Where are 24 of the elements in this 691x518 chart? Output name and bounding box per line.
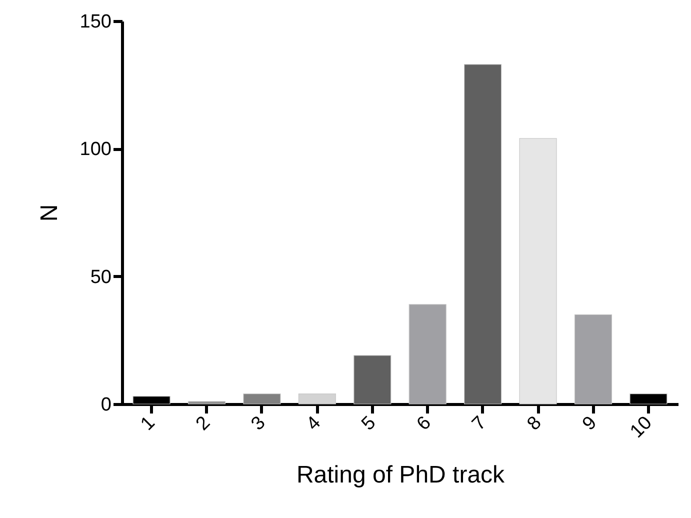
bar xyxy=(464,64,502,404)
y-axis-title: N xyxy=(36,204,63,222)
x-tick-label: 1 xyxy=(136,412,160,435)
y-tick-label: 100 xyxy=(80,139,112,160)
y-tick-label: 0 xyxy=(100,394,112,416)
bar xyxy=(574,314,612,404)
bar xyxy=(354,355,392,404)
x-tick-label: 3 xyxy=(247,412,270,435)
bar xyxy=(243,393,281,404)
x-tick-label: 4 xyxy=(302,412,326,435)
x-tick-label: 6 xyxy=(413,412,436,435)
x-tick-label: 7 xyxy=(468,412,491,435)
x-tick-label: 5 xyxy=(358,412,380,435)
bar xyxy=(298,393,336,404)
x-tick-label: 10 xyxy=(626,412,656,442)
bar xyxy=(188,401,226,404)
x-axis-title: Rating of PhD track xyxy=(296,462,506,489)
y-tick-label: 150 xyxy=(80,12,112,32)
x-tick-label: 9 xyxy=(578,412,602,435)
y-tick-label: 50 xyxy=(90,266,112,288)
x-tick-label: 2 xyxy=(192,412,215,435)
bar xyxy=(408,304,446,404)
x-tick-label: 8 xyxy=(523,412,546,435)
bar xyxy=(519,138,557,404)
